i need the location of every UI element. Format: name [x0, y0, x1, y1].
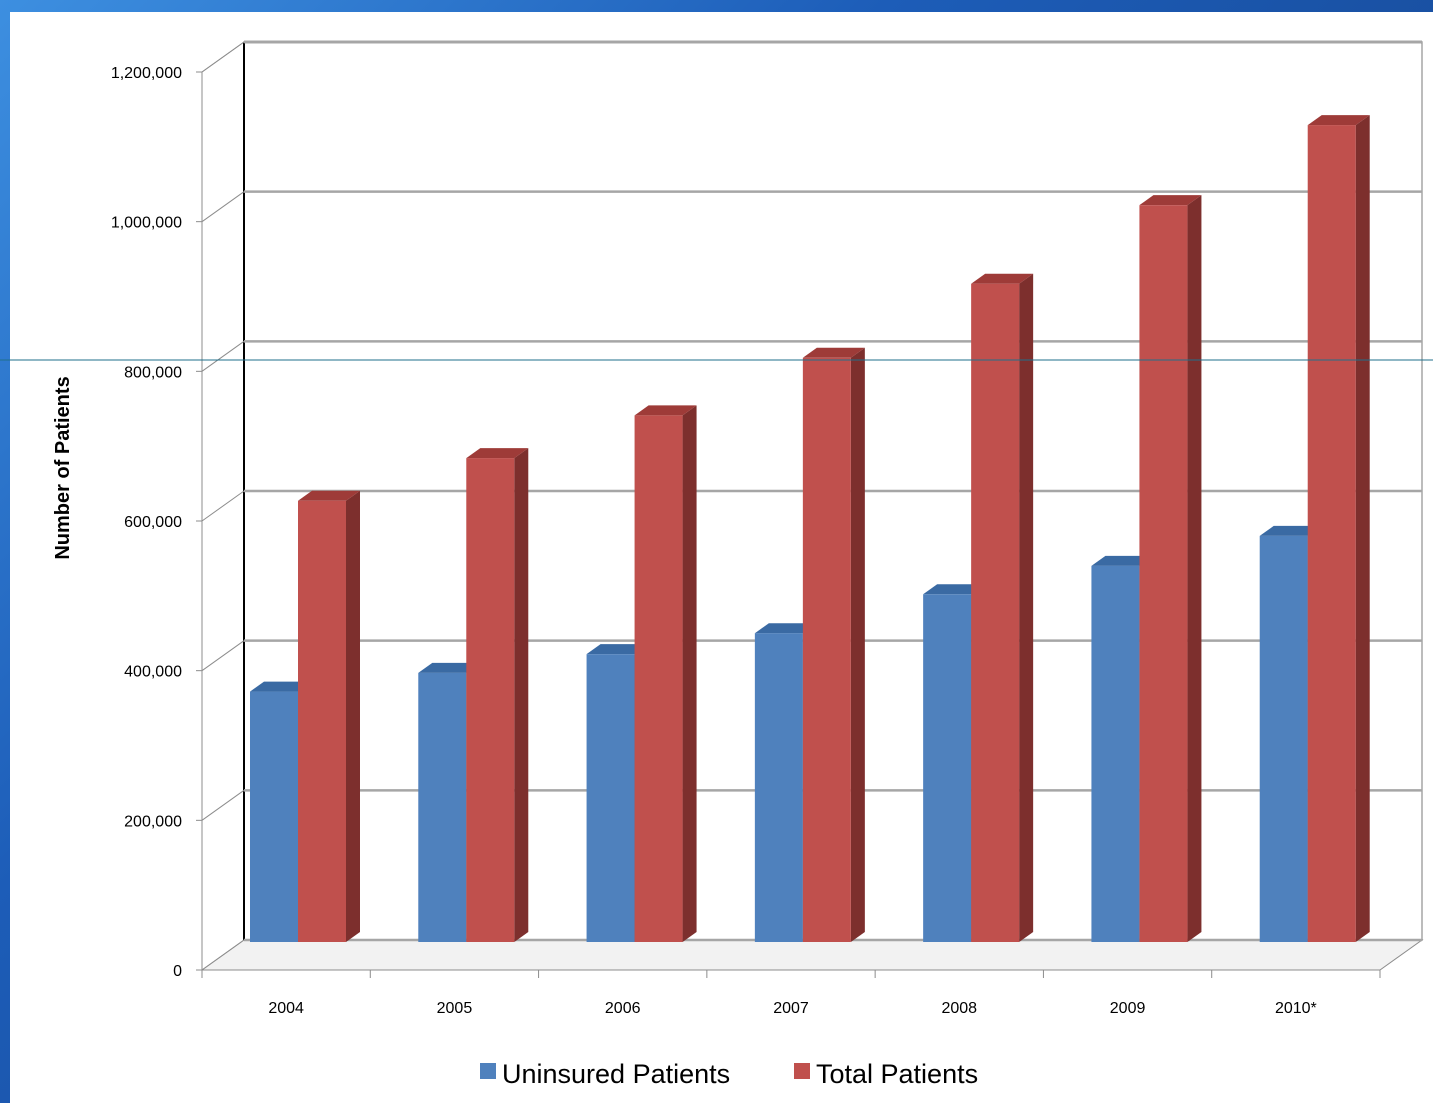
gridline-side	[201, 640, 245, 672]
bar-total-side	[1019, 273, 1034, 943]
bar-uninsured-front	[418, 672, 467, 942]
legend-swatch-uninsured	[480, 1063, 496, 1079]
bar-uninsured-front	[250, 691, 298, 942]
bar-total	[634, 405, 697, 943]
gridline-side	[201, 41, 245, 73]
x-tick-label: 2004	[268, 1000, 304, 1017]
bar-uninsured-front	[586, 654, 635, 942]
bar-total-front	[466, 458, 515, 942]
bar-uninsured-top	[586, 644, 649, 655]
bar-uninsured-top	[923, 584, 986, 595]
bar-total-top	[1307, 115, 1370, 126]
bar-total	[1139, 195, 1202, 942]
y-tick-label: 400,000	[124, 664, 182, 681]
bar-total-top	[1139, 195, 1202, 206]
bar-total-side	[682, 405, 697, 943]
legend: Uninsured Patients Total Patients	[480, 1059, 978, 1089]
bar-uninsured-front	[1259, 535, 1308, 942]
bar-total-top	[802, 347, 865, 358]
bar-total-front	[298, 500, 346, 942]
bar-total	[971, 273, 1034, 943]
bar-total-front	[802, 357, 851, 942]
bar-total-side	[514, 448, 529, 942]
gridline-side	[201, 490, 245, 522]
bar-total-top	[298, 490, 360, 501]
x-tick-label: 2010*	[1275, 1000, 1317, 1017]
bar-uninsured-top	[754, 623, 817, 634]
bar-total-side	[850, 347, 865, 942]
bar-total-front	[971, 283, 1020, 943]
bar-total	[1307, 115, 1370, 943]
bar-uninsured-top	[250, 681, 312, 692]
y-axis-ticks: 0 200,000 400,000 600,000 800,000 1,000,000 1,…	[111, 65, 203, 980]
legend-label-total: Total Patients	[816, 1059, 978, 1089]
y-tick-label: 200,000	[124, 813, 182, 830]
bar-total-side	[1187, 195, 1202, 942]
bar-total-front	[1307, 125, 1356, 943]
bar-uninsured-front	[754, 633, 803, 942]
x-tick-label: 2006	[605, 1000, 641, 1017]
bar-total-front	[1139, 205, 1188, 942]
bar-uninsured-top	[418, 662, 481, 673]
gridline-side	[201, 939, 245, 971]
bar-total-side	[346, 490, 360, 942]
bar-total	[802, 347, 865, 942]
y-axis-label: Number of Patients	[52, 376, 74, 559]
bar-total-top	[634, 405, 697, 416]
bar-total	[466, 448, 529, 942]
gridline-side	[201, 340, 245, 372]
y-tick-label: 1,200,000	[111, 65, 182, 82]
legend-swatch-total	[794, 1063, 810, 1079]
bar-total-top	[971, 273, 1034, 284]
bar-total-top	[466, 448, 529, 459]
x-tick-label: 2008	[941, 1000, 977, 1017]
bar-total-side	[1355, 115, 1370, 943]
x-tick-label: 2009	[1110, 1000, 1146, 1017]
bar-uninsured-front	[923, 594, 972, 942]
gridline-side	[201, 789, 245, 821]
y-tick-label: 1,000,000	[111, 215, 182, 232]
bar-uninsured-top	[1091, 555, 1154, 566]
bar-uninsured-top	[1259, 525, 1322, 536]
y-tick-label: 800,000	[124, 364, 182, 381]
bar-uninsured-front	[1091, 565, 1140, 942]
bar-total-front	[634, 415, 683, 943]
y-tick-label: 0	[173, 963, 182, 980]
bars	[250, 115, 1370, 943]
gridline-side	[201, 191, 245, 223]
legend-label-uninsured: Uninsured Patients	[502, 1059, 730, 1089]
x-tick-label: 2005	[437, 1000, 473, 1017]
x-tick-label: 2007	[773, 1000, 809, 1017]
y-tick-label: 600,000	[124, 514, 182, 531]
floor	[200, 939, 1424, 971]
bar-total	[298, 490, 360, 942]
x-axis-ticks: 2004 2005 2006 2007 2008 2009 2010*	[201, 969, 1381, 1017]
